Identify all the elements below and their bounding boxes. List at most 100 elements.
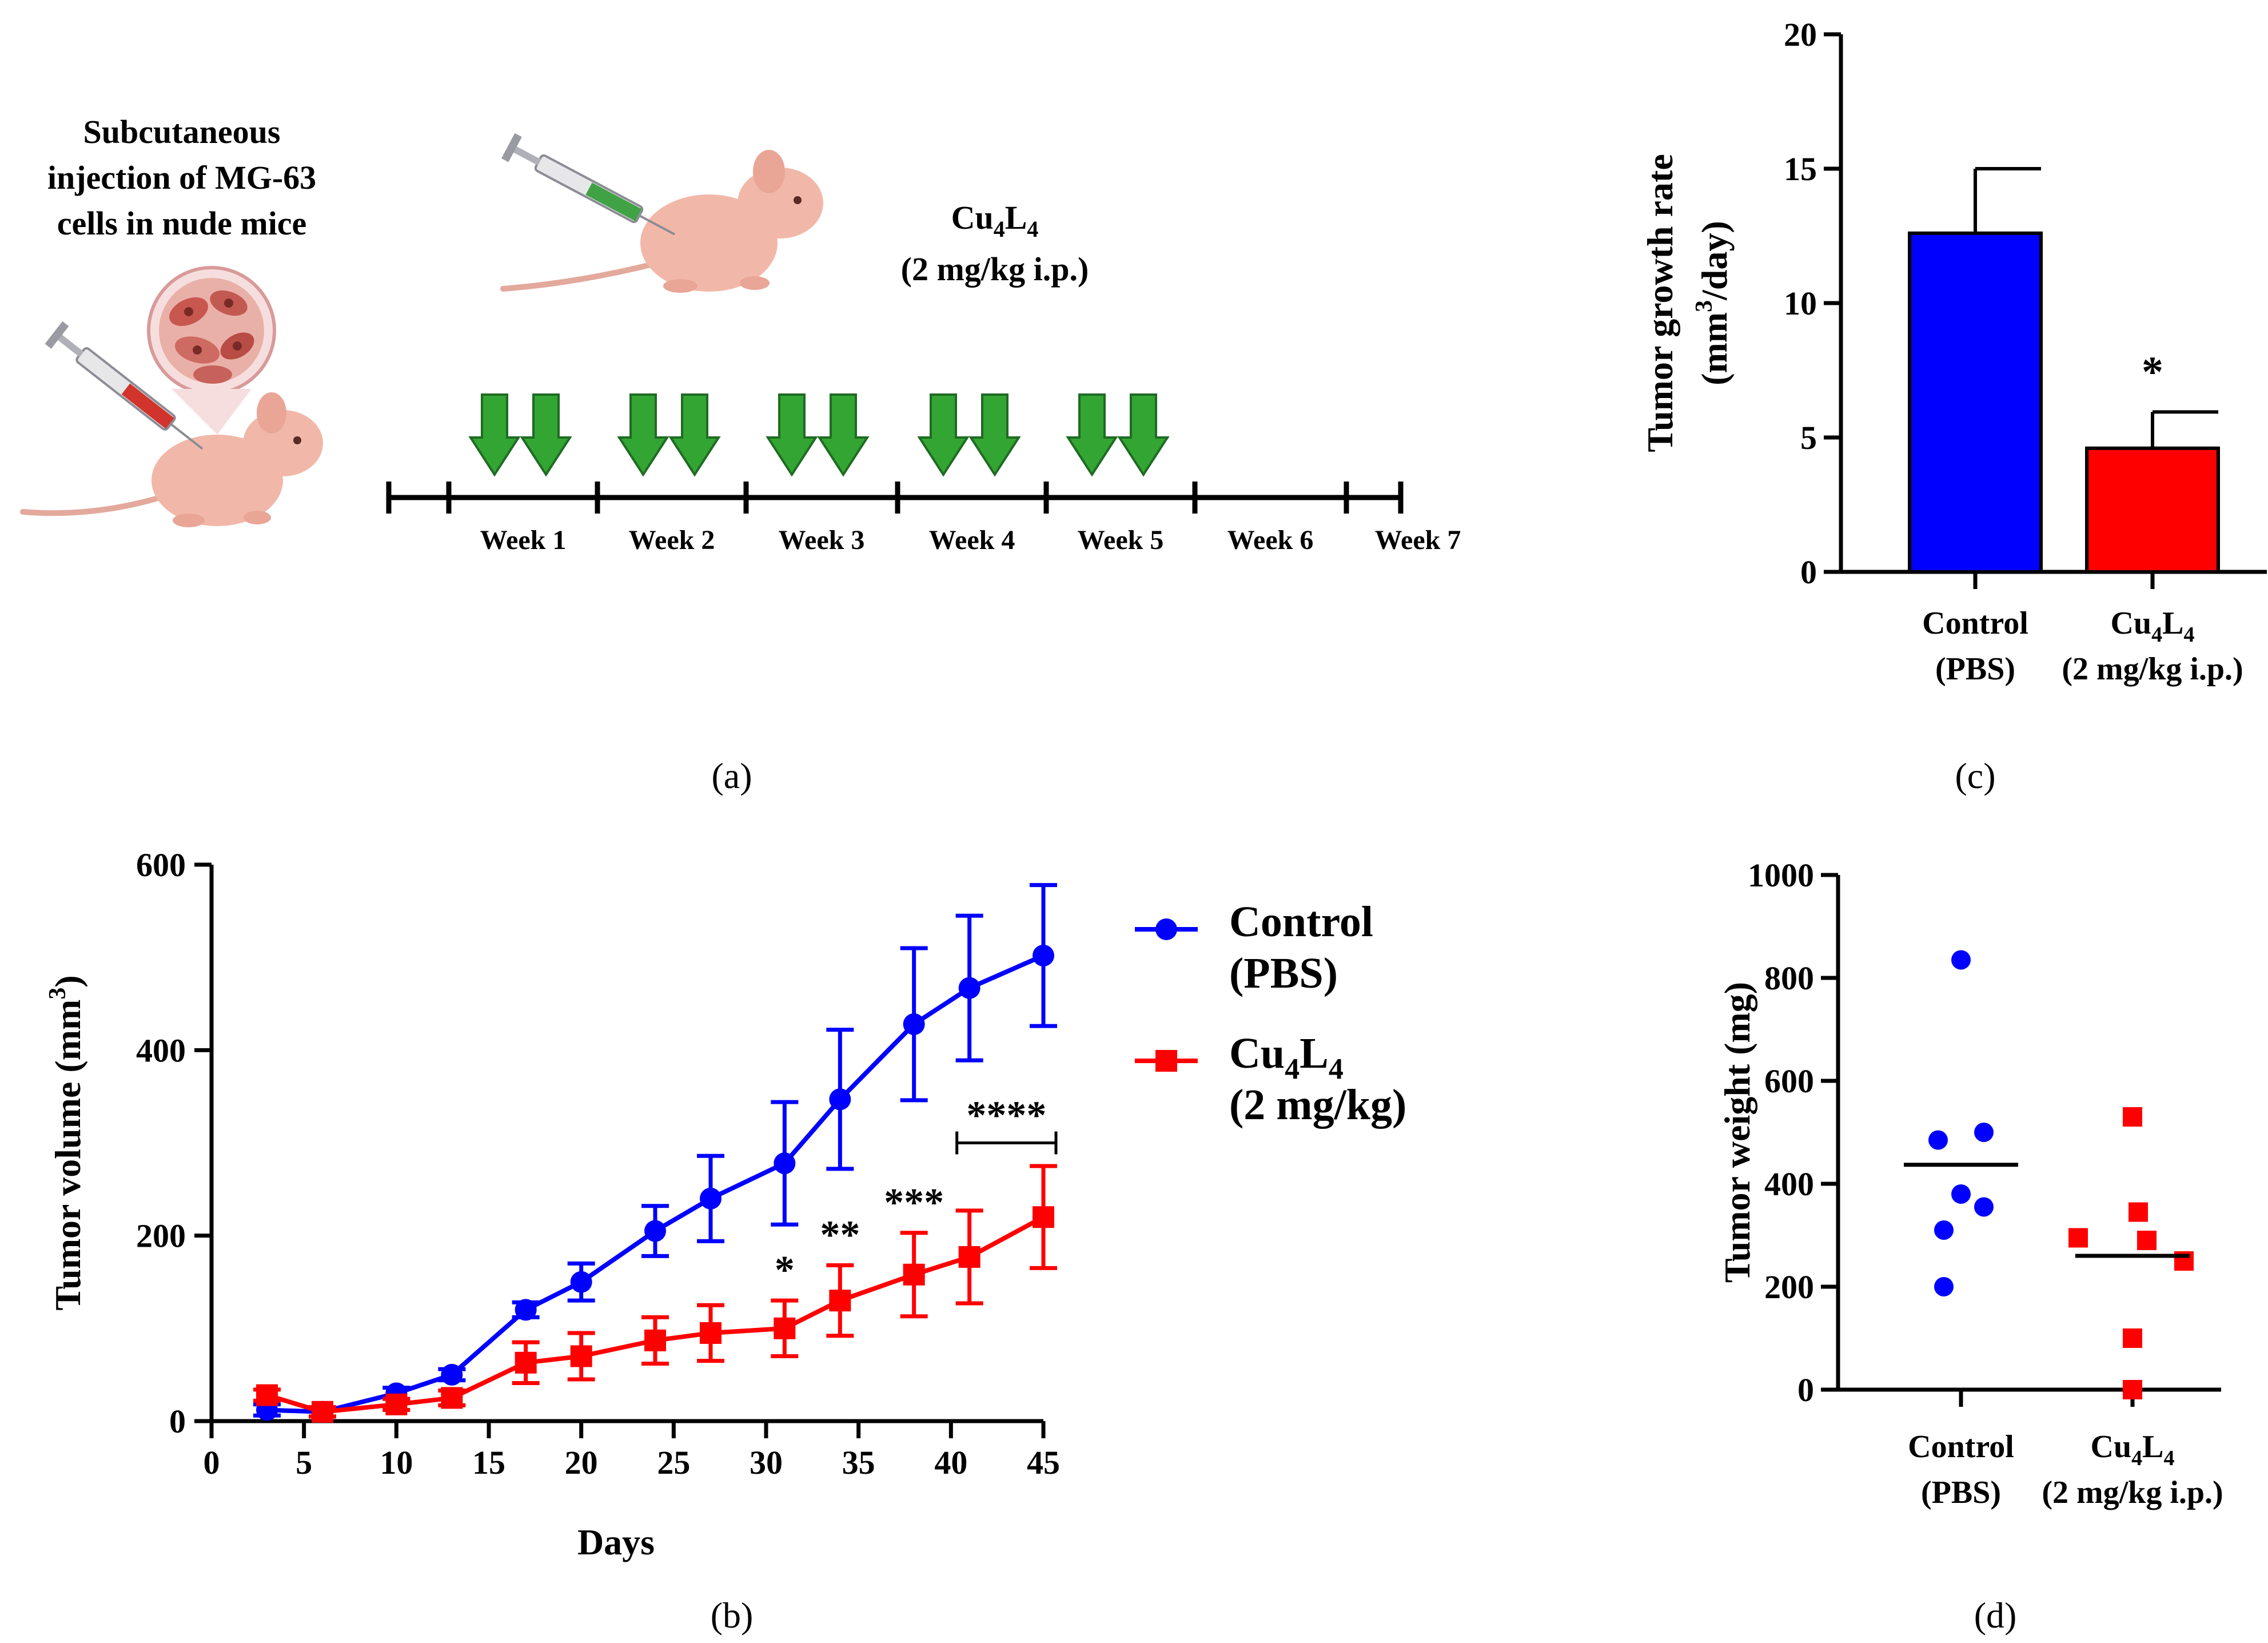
injection-caption-line-3: cells in nude mice [57,205,307,242]
significance-marker: **** [966,1094,1046,1138]
arrow-down-icon [766,393,818,477]
data-point [1934,1220,1954,1240]
panel-label-a: (a) [711,755,752,796]
x-tick-label: 10 [380,1444,413,1481]
data-point [958,1246,980,1268]
arrow-down-icon [668,393,721,477]
data-point [256,1384,278,1406]
data-point [385,1393,408,1415]
arrow-down-icon [917,393,970,477]
data-point [441,1363,463,1386]
data-point [829,1290,851,1312]
panel-b-tumor-volume-chart: 0 200 400 600 0 5 10 15 20 25 30 35 40 45 Days Tumor vo… [45,846,1406,1562]
data-point [644,1329,666,1351]
data-point [903,1263,925,1286]
arrow-down-icon [1066,393,1118,477]
y-tick-label: 600 [1764,1063,1814,1100]
data-point [2129,1202,2148,1222]
data-point [2123,1107,2142,1127]
y-tick-label: 10 [1784,285,1817,322]
x-axis-title: Days [577,1522,655,1562]
panel-label-b: (b) [711,1595,754,1636]
arrow-down-icon [468,393,521,477]
y-tick-label: 600 [136,846,186,884]
arrow-down-icon [1117,393,1170,477]
category-label: Control [1922,606,2028,641]
bar [1908,231,2043,574]
panel-d-tumor-weight-chart: 0 200 400 600 800 1000 Tumor weight (mg) Contro… [1717,857,2223,1510]
data-point [1033,1206,1054,1228]
data-point [829,1088,851,1111]
y-axis-title: Tumor weight (mg) [1717,982,1757,1283]
legend-label: Cu4L4 [1229,1029,1344,1085]
y-axis-title-units: (mm3/day) [1691,221,1735,385]
injection-caption-line-1: Subcutaneous [83,113,281,150]
data-point [312,1401,333,1423]
y-tick-label: 1000 [1748,857,1814,894]
data-point [2137,1231,2157,1250]
significance-marker: * [2142,348,2163,396]
y-tick-label: 400 [1764,1165,1814,1203]
category-label: (2 mg/kg i.p.) [2042,1475,2223,1510]
series-cu4l4 [253,1164,1057,1423]
x-tick-label: 5 [296,1444,312,1481]
y-tick-label: 5 [1800,419,1817,456]
injection-caption-line-2: injection of MG-63 [47,159,316,196]
week-label: Week 4 [929,525,1015,555]
data-point [515,1299,537,1321]
data-point [2123,1380,2142,1399]
legend-marker [1155,1050,1177,1072]
significance-marker: *** [884,1181,944,1225]
dose-label: (2 mg/kg i.p.) [901,250,1089,288]
y-tick-label: 0 [1797,1371,1814,1409]
panel-c-growth-rate-chart: 0 5 10 15 20 Control (PBS) Cu4L4 (2 mg/kg i.p.) *… [1640,16,2267,687]
data-point [1033,944,1054,966]
panel-label-c: (c) [1955,755,1995,796]
week-label: Week 1 [480,525,567,555]
data-point [1928,1130,1948,1150]
category-label: Cu4L4 [2091,1429,2175,1470]
y-tick-label: 20 [1784,16,1817,53]
x-tick-label: 20 [565,1444,598,1481]
x-tick-label: 0 [204,1444,220,1481]
data-point [903,1013,925,1035]
data-point [1974,1123,1994,1142]
y-axis-title: Tumor volume (mm3) [45,975,88,1310]
week-label: Week 3 [779,525,865,555]
data-point [644,1220,666,1242]
arrow-down-icon [617,393,669,477]
legend-marker [1155,918,1177,940]
data-point [2068,1228,2088,1248]
y-tick-label: 0 [1800,554,1817,591]
syringe-icon [45,321,204,450]
y-axis-title: Tumor growth rate [1640,154,1680,452]
x-tick-label: 15 [472,1444,505,1481]
x-tick-label: 25 [657,1444,690,1481]
y-tick-label: 800 [1764,960,1814,997]
data-point [1951,950,1971,970]
week-label: Week 7 [1375,525,1461,555]
data-point [2123,1328,2142,1348]
x-tick-label: 35 [842,1444,875,1481]
significance-marker: * [775,1248,795,1292]
x-tick-label: 30 [750,1444,783,1481]
panel-a-schematic: Subcutaneous injection of MG-63 cells in… [20,113,1461,555]
syringe-icon [501,133,676,236]
data-point [1934,1277,1954,1296]
arrow-down-icon [817,393,870,477]
data-point [700,1322,722,1344]
data-point [700,1187,722,1210]
data-point [515,1351,537,1374]
y-tick-label: 15 [1784,150,1817,188]
data-point [570,1271,592,1293]
data-point [570,1345,592,1367]
arrow-down-icon [968,393,1021,477]
week-label: Week 6 [1227,525,1314,555]
data-point [958,977,980,999]
panel-label-d: (d) [1974,1595,2017,1636]
data-point [774,1152,796,1175]
data-point [1951,1184,1971,1204]
y-tick-label: 400 [136,1032,186,1069]
legend-label: Control [1229,898,1373,946]
